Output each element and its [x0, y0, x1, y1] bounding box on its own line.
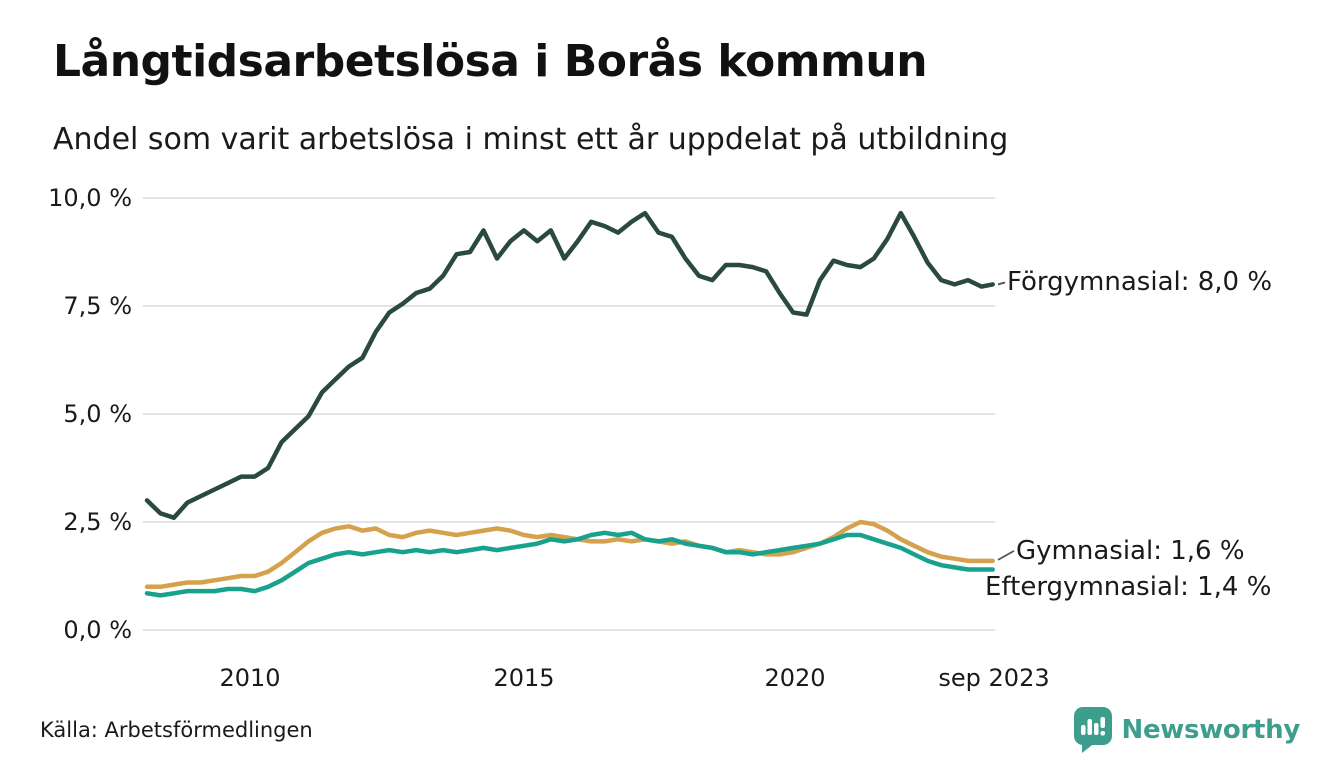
line-förgymnasial	[144, 210, 995, 520]
x-axis-tick-sep-2023: sep 2023	[938, 664, 1050, 692]
page-title: Långtidsarbetslösa i Borås kommun	[53, 36, 928, 87]
y-axis-tick-5: 5,0 %	[63, 400, 132, 428]
y-axis-tick-7-5: 7,5 %	[63, 292, 132, 320]
series-label-gymnasial: Gymnasial: 1,6 %	[1016, 536, 1245, 566]
line-gymnasial	[144, 519, 995, 590]
x-axis-tick-2020: 2020	[764, 664, 826, 692]
y-axis-tick-2-5: 2,5 %	[63, 508, 132, 536]
x-axis-tick-2010: 2010	[219, 664, 281, 692]
newsworthy-wordmark: Newsworthy	[1121, 715, 1301, 745]
newsworthy-speech-bubble-chart-icon	[1073, 707, 1112, 753]
series-label-forgymnasial: Förgymnasial: 8,0 %	[1007, 267, 1273, 297]
chart-subtitle: Andel som varit arbetslösa i minst ett å…	[53, 122, 1009, 157]
x-axis-tick-2015: 2015	[493, 664, 555, 692]
y-axis-tick-0: 0,0 %	[63, 616, 132, 644]
line-eftergymnasial	[144, 530, 995, 598]
y-axis-tick-10: 10,0 %	[48, 184, 132, 212]
label-connector-forgymnasial	[997, 281, 1006, 286]
label-connector-gymnasial	[997, 550, 1015, 561]
newsworthy-logo: Newsworthy	[1073, 706, 1300, 754]
source-attribution: Källa: Arbetsförmedlingen	[40, 718, 313, 742]
series-label-eftergymnasial: Eftergymnasial: 1,4 %	[985, 572, 1272, 602]
